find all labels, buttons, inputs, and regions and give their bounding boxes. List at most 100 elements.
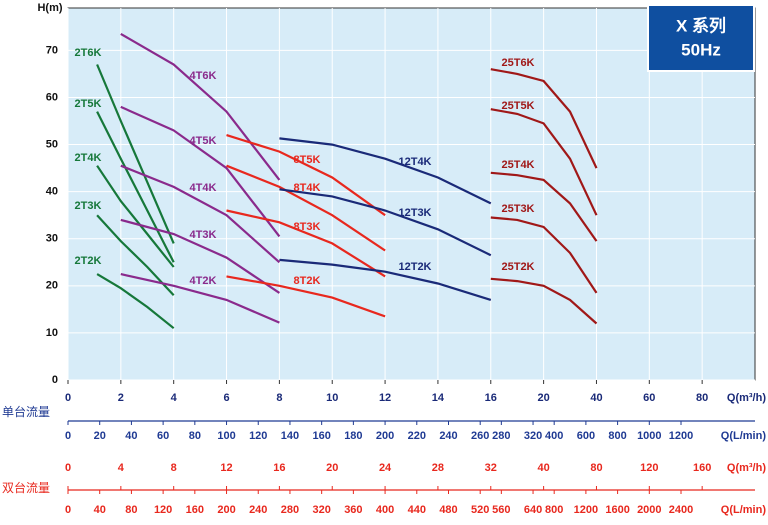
flow-tick-label: 160 <box>312 430 330 442</box>
curve <box>226 275 386 318</box>
flow-tick-label: 80 <box>189 430 201 442</box>
curve-label: 4T4K <box>190 182 217 194</box>
x-tick-label: 0 <box>65 392 71 404</box>
curve-label: 12T3K <box>398 207 431 219</box>
flow-tick-label: 120 <box>249 430 267 442</box>
flow-tick-label: 160 <box>186 504 204 516</box>
curves <box>96 32 598 330</box>
flow-group-label: 双台流量 <box>2 480 50 495</box>
flow-tick-label: 400 <box>376 504 394 516</box>
curve-label: 2T6K <box>75 47 102 59</box>
curve-label: 8T3K <box>294 221 321 233</box>
flow-tick-label: 80 <box>125 504 137 516</box>
flow-tick-label: 180 <box>344 430 362 442</box>
flow-tick-label: 200 <box>217 504 235 516</box>
flow-tick-label: 260 <box>471 430 489 442</box>
curve <box>96 273 175 330</box>
flow-tick-label: 16 <box>273 462 285 474</box>
flow-group-label: 单台流量 <box>2 404 50 419</box>
flow-tick-label: 0 <box>65 504 71 516</box>
curve <box>490 108 598 216</box>
flow-tick-label: 2400 <box>669 504 693 516</box>
curve-label: 25T2K <box>501 261 534 273</box>
flow-tick-label: 320 <box>312 504 330 516</box>
curve <box>120 32 281 181</box>
curve-label: 4T6K <box>190 70 217 82</box>
curve-label: 4T2K <box>190 275 217 287</box>
curve-label: 2T3K <box>75 200 102 212</box>
x-tick-label: 12 <box>379 392 391 404</box>
flow-tick-label: 240 <box>439 430 457 442</box>
y-tick-label: 40 <box>46 186 58 198</box>
flow-tick-label: 640 <box>524 504 542 516</box>
flow-tick-label: 1200 <box>574 504 598 516</box>
curve <box>279 188 492 257</box>
curve <box>226 209 386 278</box>
x-tick-label: 14 <box>432 392 445 404</box>
flow-tick-label: 28 <box>432 462 444 474</box>
y-tick-label: 20 <box>46 280 58 292</box>
flow-tick-label: 12 <box>220 462 232 474</box>
flow-tick-label: 480 <box>439 504 457 516</box>
y-tick-label: 30 <box>46 233 58 245</box>
curve-label: 8T5K <box>294 154 321 166</box>
flow-tick-label: 20 <box>94 430 106 442</box>
flow-tick-label: 360 <box>344 504 362 516</box>
curve <box>226 164 386 252</box>
flow-tick-label: 800 <box>608 430 626 442</box>
y-tick-label: 10 <box>46 327 58 339</box>
flow-tick-label: 4 <box>118 462 125 474</box>
x-tick-label: 6 <box>223 392 229 404</box>
flow-tick-label: 1000 <box>637 430 661 442</box>
x-axis-label: Q(m³/h) <box>727 392 766 404</box>
flow-tick-label: 800 <box>545 504 563 516</box>
flow-tick-label: 280 <box>281 504 299 516</box>
flow-tick-label: 24 <box>379 462 392 474</box>
curve-label: 8T4K <box>294 182 321 194</box>
curve <box>120 218 281 294</box>
flow-tick-label: 100 <box>217 430 235 442</box>
flow-tick-label: 80 <box>590 462 602 474</box>
flow-tick-label: 220 <box>408 430 426 442</box>
flow-axis-title: Q(L/min) <box>721 430 767 442</box>
curve <box>279 258 492 301</box>
curve <box>96 214 175 296</box>
flow-tick-label: 0 <box>65 462 71 474</box>
y-tick-label: 0 <box>52 374 58 386</box>
curve <box>96 64 175 244</box>
curve <box>96 111 175 263</box>
badge-line2: 50Hz <box>681 40 721 59</box>
flow-tick-label: 280 <box>492 430 510 442</box>
flow-tick-label: 40 <box>125 430 137 442</box>
flow-tick-label: 120 <box>640 462 658 474</box>
curve-label: 4T3K <box>190 229 217 241</box>
curve-label: 8T2K <box>294 275 321 287</box>
plot-area <box>67 7 756 381</box>
flow-axis-title: Q(L/min) <box>721 504 767 516</box>
curve-label: 2T5K <box>75 98 102 110</box>
flow-tick-label: 560 <box>492 504 510 516</box>
flow-tick-label: 200 <box>376 430 394 442</box>
flow-tick-label: 1600 <box>605 504 629 516</box>
flow-axis-title: Q(m³/h) <box>727 462 766 474</box>
x-tick-label: 4 <box>171 392 178 404</box>
flow-tick-label: 0 <box>65 430 71 442</box>
x-tick-label: 80 <box>696 392 708 404</box>
x-tick-label: 40 <box>590 392 602 404</box>
flow-tick-label: 120 <box>154 504 172 516</box>
curve <box>226 134 386 217</box>
flow-tick-label: 40 <box>94 504 106 516</box>
x-tick-label: 8 <box>276 392 282 404</box>
curve-label: 25T3K <box>501 203 534 215</box>
x-tick-label: 60 <box>643 392 655 404</box>
flow-tick-label: 20 <box>326 462 338 474</box>
curve-label: 25T4K <box>501 159 534 171</box>
y-tick-label: 60 <box>46 91 58 103</box>
badge <box>647 4 755 72</box>
curve <box>490 277 598 325</box>
curve <box>96 165 175 268</box>
x-tick-label: 20 <box>537 392 549 404</box>
curve <box>120 164 281 264</box>
curve <box>279 137 492 205</box>
x-tick-label: 16 <box>485 392 497 404</box>
